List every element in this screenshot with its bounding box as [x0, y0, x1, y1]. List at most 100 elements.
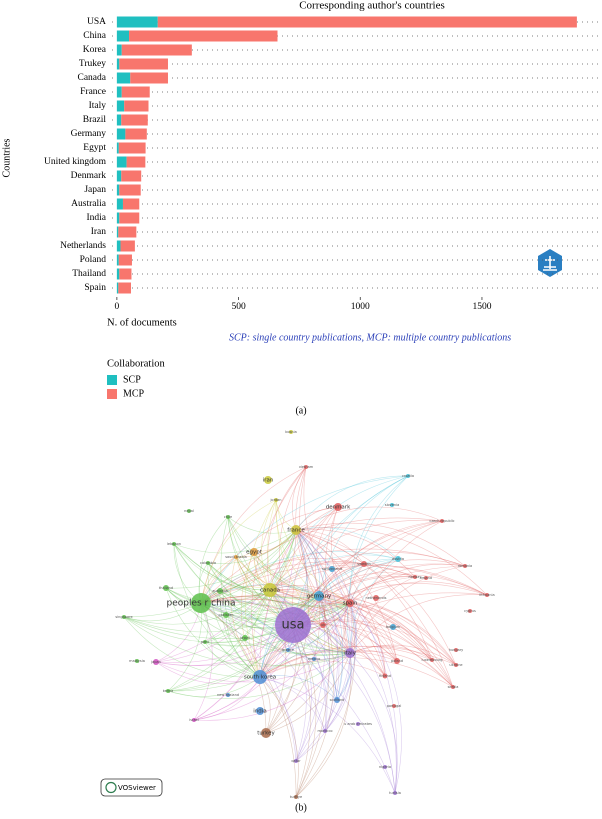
node-label: nigeria [379, 765, 391, 769]
x-tick-label: 500 [231, 302, 246, 312]
network-edge [200, 594, 457, 666]
network-edge [123, 616, 351, 667]
network-node [454, 648, 458, 652]
network-edge [324, 602, 357, 732]
bar-segment [130, 72, 168, 84]
network-edge [269, 551, 466, 591]
network-edge [269, 589, 351, 608]
network-edge [200, 596, 324, 626]
network-edge [349, 651, 454, 688]
network-edge [193, 602, 213, 721]
bar-segment [116, 58, 120, 70]
network-node [485, 593, 489, 597]
node-label: ireland [420, 576, 432, 580]
node-label: japan [150, 660, 161, 664]
network-edge [349, 602, 398, 662]
bar-segment [116, 142, 119, 154]
network-edge [269, 589, 307, 762]
network-node [289, 430, 293, 434]
y-tick-label: Thailand [72, 269, 106, 279]
y-tick-label: Japan [84, 185, 106, 195]
node-label: canada [260, 588, 280, 594]
node-label: chile [224, 515, 232, 519]
network-edge [269, 585, 351, 604]
network-edge [292, 623, 454, 688]
network-node [463, 564, 467, 568]
y-tick-label: France [80, 87, 106, 97]
network-edge [269, 589, 338, 701]
network-edge [259, 558, 399, 678]
network-edge [123, 589, 271, 625]
network-edge [193, 589, 271, 721]
network-edge [241, 551, 261, 678]
network-edge [318, 595, 457, 666]
network-edge [123, 616, 261, 678]
bar-segment [116, 268, 120, 280]
network-node [206, 561, 210, 565]
network-edge [295, 529, 398, 662]
bar-segment [119, 184, 141, 196]
node-label: peoples r china [167, 599, 236, 609]
network-edge [230, 556, 261, 678]
node-label: denmark [326, 505, 351, 511]
y-tick-label: Netherlands [60, 241, 106, 251]
network-edge [318, 595, 433, 661]
network-edge [349, 644, 457, 666]
bar-segment [116, 100, 125, 112]
node-label: ukraine [449, 663, 462, 667]
y-tick-label: Brazil [83, 115, 107, 125]
node-label: bosnia [285, 430, 297, 434]
node-label: new zealand [217, 693, 239, 697]
legend-label: SCP [123, 374, 141, 385]
network-edge [251, 466, 307, 678]
network-edge [269, 561, 365, 591]
network-edge [295, 652, 352, 798]
network-edge [292, 563, 466, 626]
network-edge [200, 584, 351, 604]
node-label: romania [458, 564, 472, 568]
bar-segment [121, 86, 150, 98]
bar-segment [121, 170, 142, 182]
network-edge [200, 584, 320, 604]
network-node [166, 689, 170, 693]
network-edge [295, 527, 488, 596]
network-edge [227, 516, 320, 597]
bar-segment [116, 254, 119, 266]
network-node [390, 503, 394, 507]
network-edge [219, 590, 261, 678]
y-tick-label: United kingdom [44, 157, 107, 167]
network-node [406, 474, 410, 478]
bar-segment [118, 282, 131, 294]
network-edge [200, 466, 307, 604]
node-label: u arab emirates [344, 722, 372, 726]
network-edge [269, 589, 454, 688]
network-edge [295, 529, 351, 654]
network-edge [349, 602, 386, 677]
network-edge [165, 587, 271, 603]
network-node [430, 658, 434, 662]
vosviewer-logo: VOSviewer [100, 778, 163, 797]
node-label: israel [189, 718, 199, 722]
network-node [135, 659, 139, 663]
network-edge [200, 602, 351, 656]
network-node [361, 561, 367, 567]
network-edge [318, 595, 351, 654]
network-edge [200, 517, 443, 604]
panel-label: (b) [295, 802, 307, 813]
bar-segment [116, 212, 120, 224]
bar-segment [116, 226, 119, 238]
network-edge [200, 561, 416, 604]
node-label: lebanon [167, 542, 181, 546]
network-node [122, 615, 126, 619]
node-label: finland [379, 674, 391, 678]
network-edge [295, 529, 457, 666]
network-edge [295, 529, 416, 578]
network-edge [227, 516, 351, 604]
network-edge [269, 589, 433, 661]
network-edge [349, 602, 402, 794]
network-edge [295, 529, 454, 688]
bar-segment [119, 268, 132, 280]
node-label: poland [391, 659, 403, 663]
network-edge [193, 602, 351, 721]
